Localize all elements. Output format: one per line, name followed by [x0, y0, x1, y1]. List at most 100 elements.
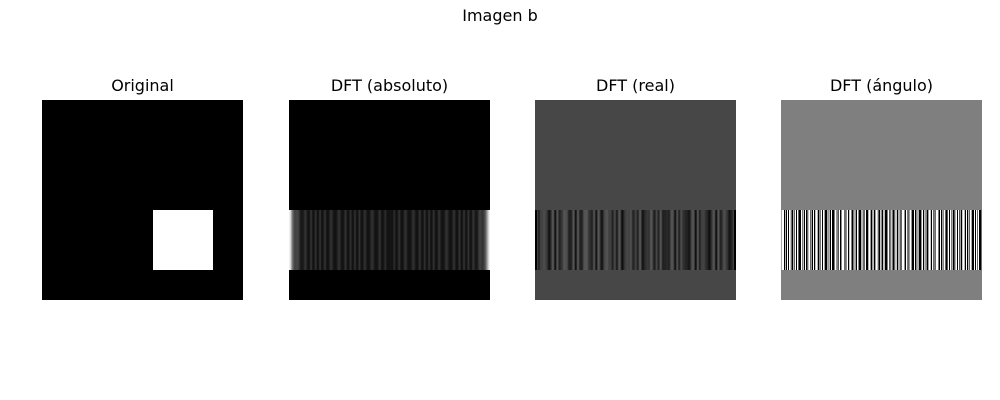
dft-abs-stripe: [380, 210, 382, 270]
dft-real-stripe: [587, 210, 589, 270]
dft-abs-stripe: [376, 210, 378, 270]
dft-abs-stripe: [419, 210, 421, 270]
dft-real-stripe: [667, 210, 669, 270]
dft-abs-stripe: [360, 210, 362, 270]
dft-abs-stripe: [407, 210, 409, 270]
dft-real-stripe: [626, 210, 628, 270]
dft-real-stripe: [582, 210, 584, 270]
dft-real-stripe: [733, 210, 735, 270]
dft-abs-stripe: [404, 210, 406, 270]
dft-real-stripe: [690, 210, 692, 270]
dft-real-stripe: [657, 210, 659, 270]
dft-real-stripe: [594, 210, 596, 270]
dft-abs-stripe: [397, 210, 399, 270]
dft-real-stripe: [585, 210, 587, 270]
dft-real-stripe: [689, 210, 691, 270]
dft-real-stripe: [688, 210, 690, 270]
dft-real-stripe: [703, 210, 705, 270]
dft-angle-stripe: [848, 210, 850, 270]
dft-real-stripe: [714, 210, 716, 270]
panel-title-dft-abs: DFT (absoluto): [330, 76, 449, 95]
dft-angle-stripe: [799, 210, 801, 270]
dft-angle-stripe: [855, 210, 857, 270]
dft-real-stripe: [603, 210, 605, 270]
dft-angle-stripe: [886, 210, 888, 270]
dft-abs-stripe: [458, 210, 460, 270]
dft-angle-stripe: [939, 210, 941, 270]
dft-angle-stripe: [835, 210, 837, 270]
dft-angle-stripe: [878, 210, 880, 270]
dft-abs-stripe: [379, 210, 381, 270]
dft-angle-stripe: [824, 210, 826, 270]
dft-abs-stripe: [391, 210, 393, 270]
dft-angle-stripe: [977, 210, 979, 270]
dft-angle-stripe: [838, 210, 840, 270]
dft-angle-stripe: [900, 210, 902, 270]
dft-angle-stripe: [807, 210, 809, 270]
dft-real-stripe: [676, 210, 678, 270]
dft-real-stripe: [729, 210, 731, 270]
dft-angle-stripe: [853, 210, 855, 270]
dft-abs-stripe: [416, 210, 418, 270]
dft-abs-stripe: [420, 210, 422, 270]
dft-abs-stripe: [450, 210, 452, 270]
panel-dft-angle-image: [781, 100, 982, 300]
dft-abs-stripe: [442, 210, 444, 270]
dft-angle-stripe: [932, 210, 934, 270]
dft-abs-stripe: [319, 210, 321, 270]
dft-abs-stripe: [293, 210, 295, 270]
dft-angle-stripe: [870, 210, 872, 270]
dft-real-stripe: [663, 210, 665, 270]
dft-real-stripe: [607, 210, 609, 270]
dft-abs-stripe: [482, 210, 484, 270]
dft-real-stripe: [563, 210, 565, 270]
dft-abs-stripe: [403, 210, 405, 270]
dft-abs-stripe: [370, 210, 372, 270]
dft-angle-stripe: [805, 210, 807, 270]
dft-real-stripe: [602, 210, 604, 270]
dft-angle-stripe: [832, 210, 834, 270]
dft-real-image-svg: [535, 100, 736, 300]
dft-abs-stripe: [343, 210, 345, 270]
dft-abs-stripe: [295, 210, 297, 270]
dft-real-stripe: [554, 210, 556, 270]
dft-real-stripe: [630, 210, 632, 270]
dft-angle-stripe: [975, 210, 977, 270]
dft-angle-stripe: [795, 210, 797, 270]
dft-real-stripe: [643, 210, 645, 270]
dft-real-stripe: [653, 210, 655, 270]
dft-real-stripe: [583, 210, 585, 270]
dft-angle-stripe: [796, 210, 798, 270]
dft-real-stripe: [706, 210, 708, 270]
dft-abs-stripe: [473, 210, 475, 270]
dft-real-stripe: [636, 210, 638, 270]
dft-real-stripe: [634, 210, 636, 270]
panel-title-dft-real: DFT (real): [596, 76, 675, 95]
dft-real-stripe: [662, 210, 664, 270]
dft-abs-stripe: [432, 210, 434, 270]
dft-abs-stripe: [304, 210, 306, 270]
dft-abs-stripe: [331, 210, 333, 270]
dft-abs-stripe: [447, 210, 449, 270]
dft-real-stripe: [569, 210, 571, 270]
dft-abs-stripe: [337, 210, 339, 270]
dft-real-stripe: [539, 210, 541, 270]
dft-angle-stripe: [896, 210, 898, 270]
dft-real-stripe: [572, 210, 574, 270]
dft-abs-stripe: [393, 210, 395, 270]
dft-abs-stripe: [424, 210, 426, 270]
dft-abs-stripe: [437, 210, 439, 270]
dft-angle-stripe: [867, 210, 869, 270]
dft-angle-stripe: [943, 210, 945, 270]
dft-abs-stripe: [357, 210, 359, 270]
dft-abs-stripe: [358, 210, 360, 270]
dft-real-stripe: [621, 210, 623, 270]
dft-abs-stripe: [346, 210, 348, 270]
dft-angle-stripe: [810, 210, 812, 270]
dft-angle-stripe: [926, 210, 928, 270]
dft-abs-stripe: [297, 210, 299, 270]
dft-real-stripe: [544, 210, 546, 270]
dft-abs-stripe: [318, 210, 320, 270]
dft-real-stripe: [549, 210, 551, 270]
dft-real-stripe: [591, 210, 593, 270]
